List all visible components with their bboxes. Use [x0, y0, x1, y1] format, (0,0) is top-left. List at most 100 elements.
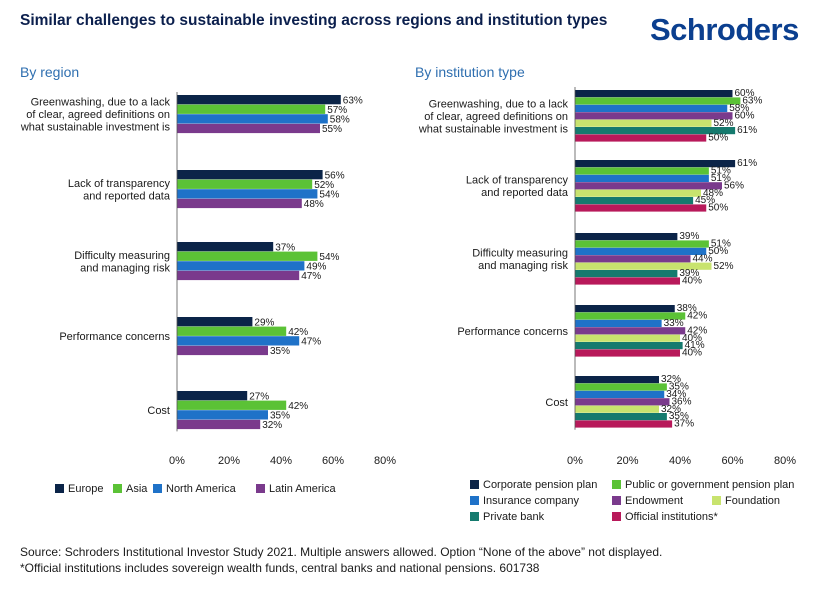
- inst-bar: [575, 233, 678, 241]
- region-data-label: 52%: [314, 180, 334, 191]
- inst-bar: [575, 413, 667, 421]
- inst-category-label-line: Performance concerns: [457, 326, 568, 338]
- inst-legend-swatch: [470, 480, 479, 489]
- region-category-label-line: of clear, agreed definitions on: [26, 109, 170, 121]
- inst-data-label: 42%: [687, 325, 707, 336]
- inst-category-label-line: what sustainable investment is: [418, 123, 569, 135]
- region-bar: [177, 189, 318, 199]
- region-data-label: 49%: [306, 262, 326, 273]
- inst-data-label: 56%: [724, 180, 744, 191]
- inst-data-label: 45%: [695, 195, 715, 206]
- inst-legend-label: Official institutions*: [625, 511, 718, 523]
- inst-category-label-line: of clear, agreed definitions on: [424, 111, 568, 123]
- region-legend-label: Asia: [126, 483, 148, 495]
- region-category-label-line: Difficulty measuring: [74, 250, 170, 262]
- region-bar: [177, 198, 302, 209]
- region-bar: [177, 95, 341, 105]
- inst-data-label: 39%: [679, 231, 699, 242]
- inst-data-label: 58%: [729, 103, 749, 114]
- inst-bar: [575, 240, 709, 248]
- inst-data-label: 40%: [682, 348, 702, 359]
- region-bar: [177, 170, 323, 180]
- region-category-label-line: and reported data: [83, 190, 171, 202]
- inst-data-label: 33%: [664, 318, 684, 329]
- inst-bar: [575, 420, 673, 428]
- inst-legend-swatch: [712, 496, 721, 505]
- inst-bar: [575, 167, 709, 175]
- inst-bar: [575, 376, 659, 384]
- region-data-label: 29%: [254, 317, 274, 328]
- inst-bar: [575, 349, 680, 357]
- region-category-label-line: what sustainable investment is: [20, 122, 171, 134]
- inst-bar: [575, 119, 712, 127]
- region-tick-label: 60%: [322, 455, 344, 467]
- inst-category-label: Greenwashing, due to a lack of clear, agr…: [418, 98, 569, 135]
- region-bar: [177, 104, 326, 114]
- inst-legend-swatch: [612, 480, 621, 489]
- inst-legend-label: Insurance company: [483, 495, 579, 507]
- inst-bar: [575, 160, 736, 168]
- region-category-label-line: and managing risk: [80, 262, 170, 274]
- inst-data-label: 42%: [687, 311, 707, 322]
- region-tick-label: 0%: [169, 455, 185, 467]
- region-tick-label: 20%: [218, 455, 240, 467]
- inst-category-label: Difficulty measuring and managing risk: [472, 248, 568, 273]
- inst-data-label: 51%: [711, 173, 731, 184]
- region-bar: [177, 261, 305, 271]
- region-data-label: 35%: [270, 411, 290, 422]
- inst-bar: [575, 277, 680, 285]
- inst-bar: [575, 134, 707, 142]
- region-category-label-line: Performance concerns: [59, 331, 170, 343]
- inst-tick-label: 60%: [721, 455, 743, 467]
- region-bar: [177, 391, 248, 401]
- inst-data-label: 40%: [682, 276, 702, 287]
- region-category-label-line: Cost: [147, 405, 170, 417]
- inst-tick-label: 80%: [774, 455, 796, 467]
- region-legend-swatch: [113, 484, 122, 493]
- inst-data-label: 61%: [737, 158, 757, 169]
- inst-bar: [575, 104, 728, 112]
- region-bar: [177, 179, 313, 189]
- inst-data-label: 37%: [674, 419, 694, 430]
- inst-data-label: 35%: [669, 382, 689, 393]
- inst-data-label: 63%: [742, 96, 762, 107]
- region-category-label: Difficulty measuring and managing risk: [74, 250, 170, 275]
- region-legend-swatch: [256, 484, 265, 493]
- inst-data-label: 32%: [661, 374, 681, 385]
- inst-data-label: 50%: [708, 246, 728, 257]
- inst-category-label-line: Cost: [545, 397, 568, 409]
- inst-legend-label: Public or government pension plan: [625, 479, 794, 491]
- inst-data-label: 50%: [708, 133, 728, 144]
- inst-bar: [575, 189, 701, 197]
- inst-bar: [575, 204, 707, 212]
- footnote-line: *Official institutions includes sovereig…: [20, 561, 540, 575]
- source-footnote: Source: Schroders Institutional Investor…: [20, 544, 662, 576]
- region-legend-swatch: [55, 484, 64, 493]
- region-category-label-line: Lack of transparency: [68, 178, 171, 190]
- inst-category-label-line: Greenwashing, due to a lack: [429, 98, 569, 110]
- inst-data-label: 41%: [685, 340, 705, 351]
- region-category-label-line: Greenwashing, due to a lack: [31, 97, 171, 109]
- inst-legend-swatch: [470, 496, 479, 505]
- inst-category-label-line: and reported data: [481, 187, 569, 199]
- region-tick-label: 40%: [270, 455, 292, 467]
- region-category-label: Lack of transparency and reported data: [68, 178, 171, 203]
- inst-category-label-line: Lack of transparency: [466, 175, 569, 187]
- inst-category-label: Cost: [545, 397, 568, 409]
- inst-bar: [575, 197, 694, 205]
- region-category-label: Cost: [147, 405, 170, 417]
- source-line: Source: Schroders Institutional Investor…: [20, 545, 663, 559]
- inst-bar: [575, 262, 712, 270]
- inst-bar: [575, 342, 683, 350]
- region-data-label: 35%: [270, 346, 290, 357]
- inst-data-label: 39%: [679, 268, 699, 279]
- inst-tick-label: 0%: [567, 455, 583, 467]
- region-category-label: Greenwashing, due to a lack of clear, agr…: [20, 97, 171, 134]
- inst-category-label: Performance concerns: [457, 326, 568, 338]
- institution-panel-title: By institution type: [415, 64, 525, 80]
- inst-data-label: 51%: [711, 166, 731, 177]
- inst-bar: [575, 383, 667, 391]
- inst-data-label: 61%: [737, 125, 757, 136]
- region-bar: [177, 410, 268, 420]
- inst-bar: [575, 112, 733, 120]
